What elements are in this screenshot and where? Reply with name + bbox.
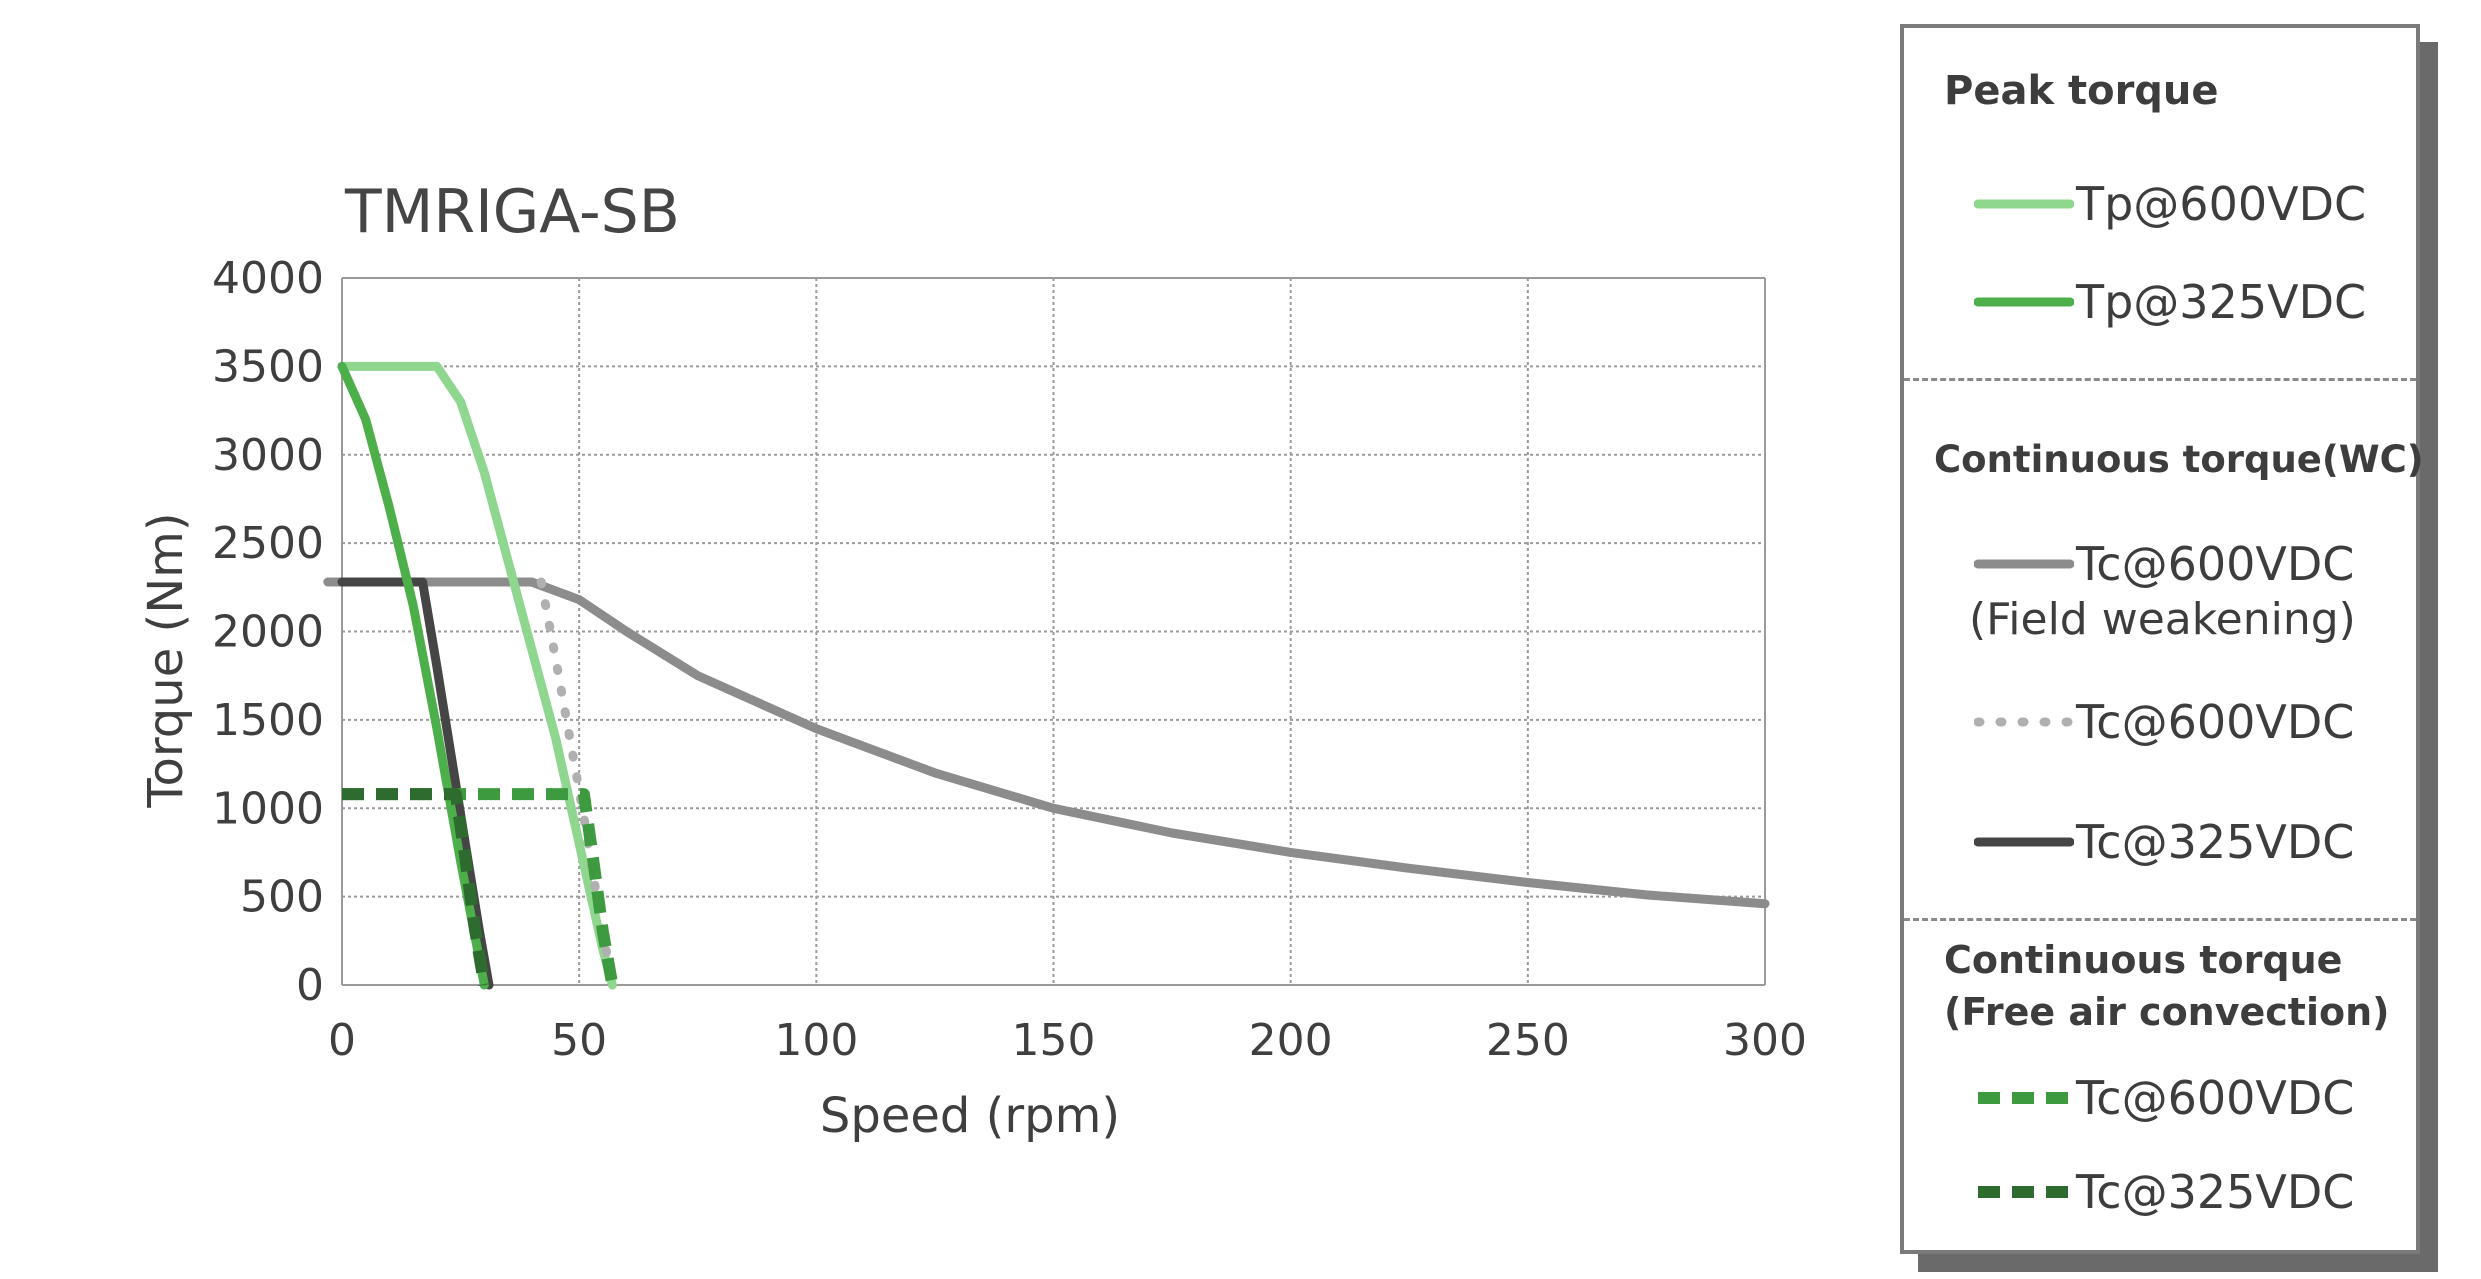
x-tick-labels: 0 50 100 150 200 250 300 — [328, 1015, 1807, 1066]
legend-sublabel: (Field weakening) — [1969, 594, 2356, 645]
y-tick-label: 3000 — [212, 430, 324, 481]
legend-item: Tp@325VDC — [1974, 272, 2366, 332]
x-tick-label: 300 — [1723, 1015, 1807, 1066]
series-line-0 — [337, 361, 617, 990]
y-tick-label: 4000 — [212, 253, 324, 304]
series-line-4 — [337, 577, 494, 990]
x-tick-label: 250 — [1486, 1015, 1570, 1066]
legend-swatch — [1974, 717, 2074, 727]
legend-item: Tc@600VDC — [1974, 534, 2354, 594]
legend-swatch — [1974, 559, 2074, 569]
legend-swatch — [1974, 297, 2074, 307]
x-tick-label: 0 — [328, 1015, 356, 1066]
series-line-5 — [342, 788, 619, 987]
legend-swatch — [1974, 837, 2074, 847]
y-tick-label: 2000 — [212, 607, 324, 658]
y-tick-label: 500 — [240, 872, 324, 923]
y-tick-label: 1000 — [212, 783, 324, 834]
legend-item: Tc@600VDC — [1974, 1068, 2354, 1128]
legend: Peak torque Tp@600VDC Tp@325VDC Continuo… — [1900, 24, 2424, 1254]
series-group — [323, 361, 1770, 990]
chart-title: TMRIGA-SB — [344, 177, 680, 247]
y-tick-labels: 0 500 1000 1500 2000 2500 3000 3500 4000 — [212, 253, 324, 1011]
series-line-3 — [536, 577, 617, 990]
x-tick-label: 100 — [774, 1015, 858, 1066]
legend-swatch — [1978, 1092, 2070, 1104]
series-line-2 — [323, 577, 1770, 909]
legend-divider — [1904, 378, 2416, 381]
legend-item: Tc@325VDC — [1974, 812, 2354, 872]
legend-label: Tc@325VDC — [2076, 1165, 2355, 1219]
legend-heading-peak: Peak torque — [1944, 68, 2219, 114]
series-line-1 — [337, 361, 489, 990]
legend-heading-free-sub: (Free air convection) — [1944, 990, 2390, 1034]
y-tick-label: 3500 — [212, 341, 324, 392]
x-tick-label: 200 — [1249, 1015, 1333, 1066]
x-tick-label: 150 — [1012, 1015, 1096, 1066]
legend-label: Tc@600VDC — [2076, 537, 2355, 591]
y-tick-label: 2500 — [212, 518, 324, 569]
legend-item: Tp@600VDC — [1974, 174, 2366, 234]
legend-label: Tc@600VDC — [2076, 1071, 2355, 1125]
legend-swatch — [1974, 199, 2074, 209]
series-line-6 — [342, 788, 491, 986]
y-axis-title: Torque (Nm) — [138, 512, 194, 808]
legend-label: Tc@600VDC — [2076, 695, 2355, 749]
x-axis-title: Speed (rpm) — [820, 1088, 1120, 1144]
legend-heading-free: Continuous torque — [1944, 938, 2343, 982]
legend-label: Tc@325VDC — [2076, 815, 2355, 869]
y-tick-label: 0 — [296, 960, 324, 1011]
legend-label: Tp@600VDC — [2076, 177, 2367, 231]
x-tick-label: 50 — [551, 1015, 607, 1066]
legend-label: Tp@325VDC — [2076, 275, 2367, 329]
y-tick-label: 1500 — [212, 695, 324, 746]
legend-item: Tc@600VDC — [1974, 692, 2354, 752]
torque-speed-chart: TMRIGA-SB 0 50 100 150 200 250 300 0 500 1000 150… — [138, 177, 1807, 1144]
grid — [341, 277, 1766, 986]
legend-item: Tc@325VDC — [1974, 1162, 2354, 1222]
legend-heading-wc: Continuous torque(WC) — [1934, 438, 2424, 481]
legend-swatch — [1978, 1186, 2070, 1198]
legend-divider — [1904, 918, 2416, 921]
